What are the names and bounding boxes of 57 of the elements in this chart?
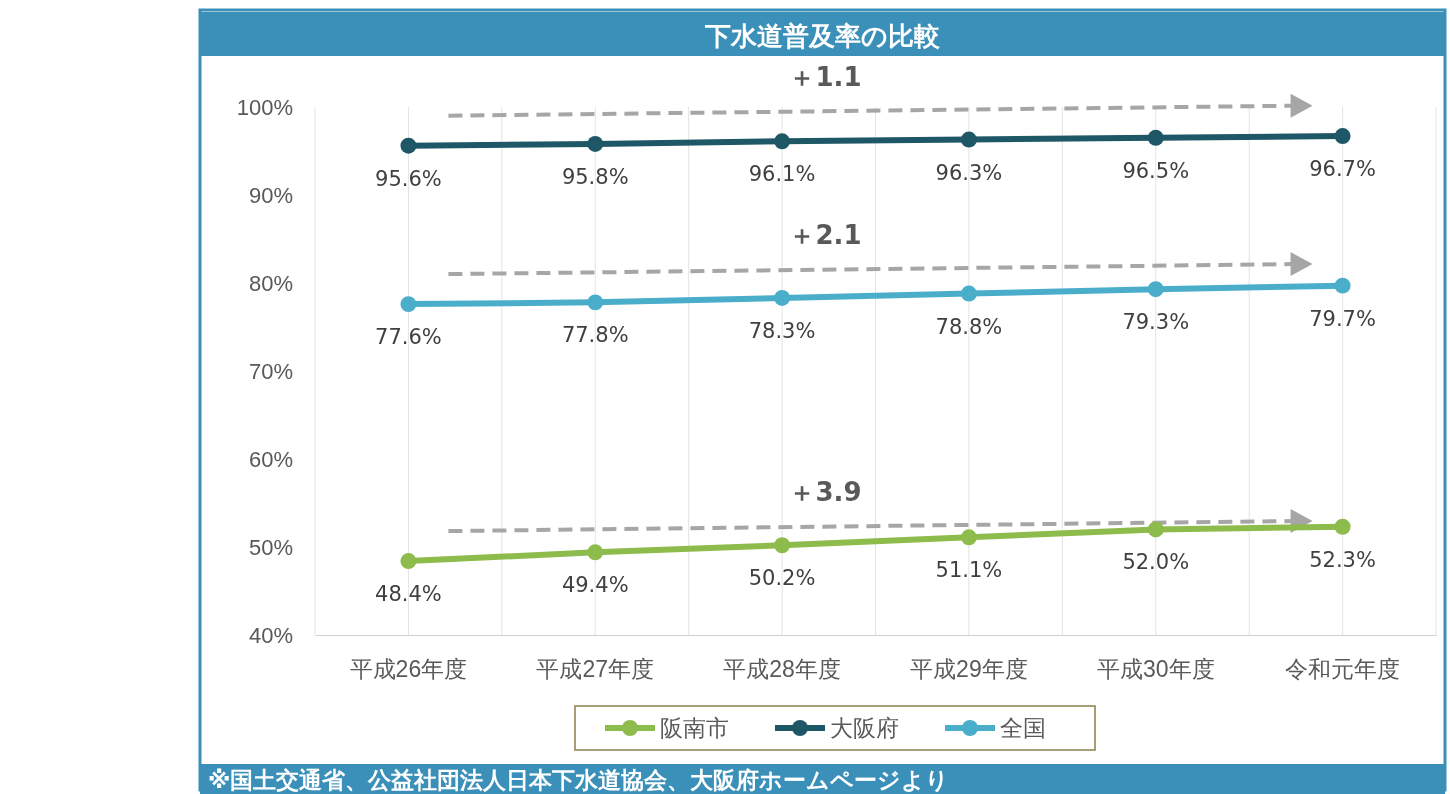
point — [1334, 277, 1351, 294]
point — [960, 529, 977, 546]
x-tick-label: 令和元年度 — [1285, 656, 1401, 683]
point — [774, 537, 791, 554]
y-tick-label: 90% — [248, 182, 293, 208]
x-tick-label: 平成26年度 — [349, 656, 468, 683]
point — [774, 133, 791, 150]
point — [587, 294, 604, 311]
x-tick-label: 平成29年度 — [910, 656, 1028, 683]
data-label: 48.4% — [375, 582, 442, 607]
y-tick-label: 80% — [248, 270, 293, 296]
y-tick-label: 50% — [248, 534, 293, 560]
data-label: 96.7% — [1309, 157, 1376, 182]
data-label: 52.3% — [1309, 547, 1376, 572]
text: ＋1.1 — [789, 61, 862, 92]
annotation: ＋2.1 — [789, 220, 862, 251]
point — [1334, 518, 1351, 535]
data-label: 96.1% — [748, 162, 816, 187]
point — [587, 544, 604, 561]
point — [960, 285, 977, 302]
y-tick-label: 70% — [248, 358, 293, 384]
data-label: 50.2% — [748, 566, 816, 591]
y-tick-label: 100% — [236, 94, 293, 120]
data-label: 79.7% — [1309, 306, 1376, 331]
data-label: 51.1% — [935, 558, 1003, 583]
data-label: 95.6% — [375, 166, 442, 191]
point — [774, 290, 791, 306]
data-label: 96.5% — [1122, 158, 1190, 183]
data-label: 77.6% — [375, 325, 442, 350]
x-tick-label: 平成30年度 — [1096, 656, 1215, 683]
point — [400, 137, 417, 154]
point — [1334, 128, 1351, 144]
point — [587, 136, 604, 152]
legend-label: 全国 — [1000, 715, 1046, 741]
y-tick-label: 40% — [248, 622, 293, 648]
x-tick-label: 平成28年度 — [723, 656, 841, 683]
data-label: 78.3% — [748, 318, 816, 343]
data-label: 95.8% — [561, 164, 629, 189]
data-label: 49.4% — [561, 573, 629, 598]
y-tick-label: 60% — [248, 446, 293, 472]
point — [400, 296, 417, 313]
data-label: 77.8% — [561, 323, 629, 348]
data-label: 79.3% — [1122, 310, 1190, 335]
point — [1147, 281, 1164, 298]
point — [1147, 129, 1164, 146]
chart-title: 下水道普及率の比較 — [704, 21, 941, 51]
data-label: 78.8% — [935, 314, 1003, 339]
legend-label: 大阪府 — [830, 715, 899, 741]
data-label: 52.0% — [1122, 550, 1190, 575]
point — [960, 131, 977, 148]
legend-label: 阪南市 — [660, 715, 729, 741]
data-label: 96.3% — [935, 160, 1003, 185]
x-tick-label: 平成27年度 — [536, 656, 655, 683]
point — [400, 553, 417, 570]
annotation: ＋3.9 — [789, 477, 862, 508]
point — [1147, 521, 1164, 538]
text: ※国土交通省、公益社団法人日本下水道協会、大阪府ホームページより — [208, 767, 950, 793]
